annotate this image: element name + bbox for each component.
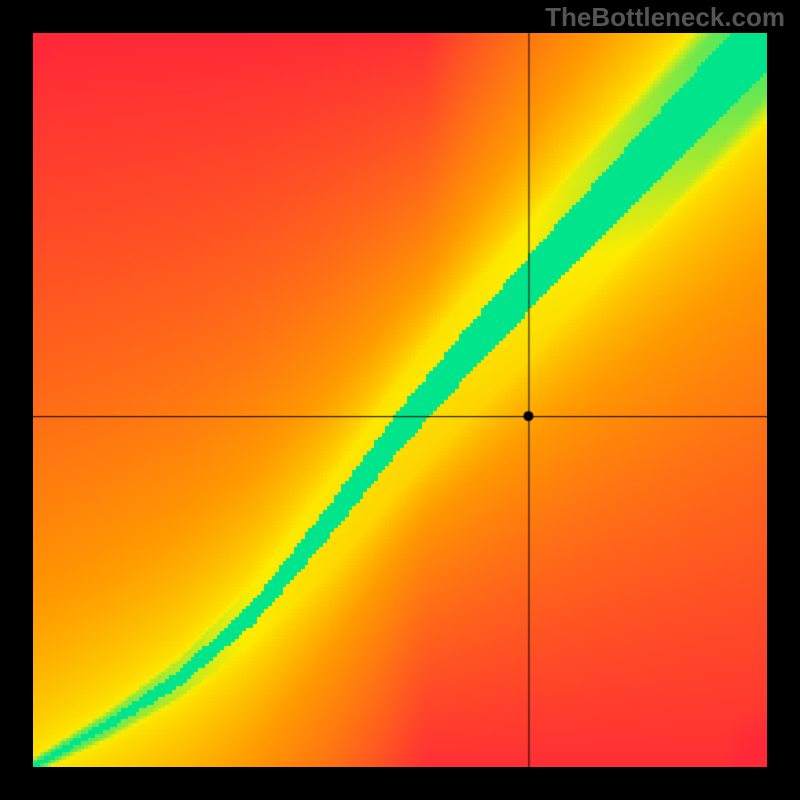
watermark-text: TheBottleneck.com bbox=[545, 2, 785, 33]
bottleneck-heatmap bbox=[33, 33, 767, 767]
chart-container: TheBottleneck.com bbox=[0, 0, 800, 800]
